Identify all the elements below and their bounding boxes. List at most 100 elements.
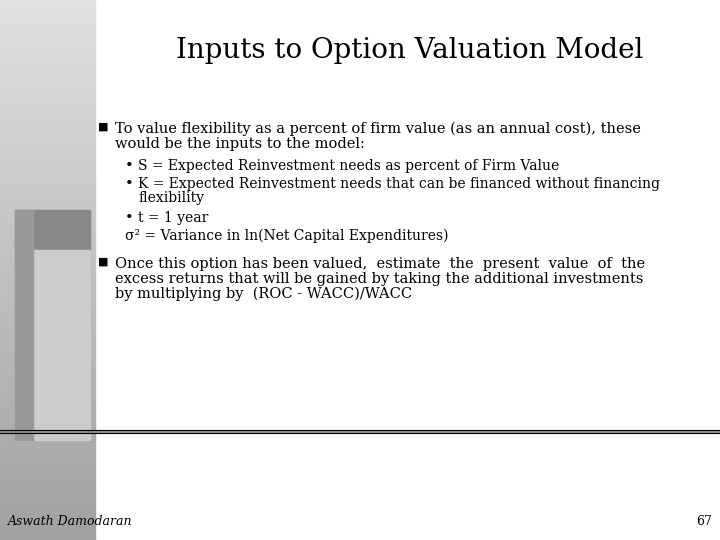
Bar (0, 529, 95, 530)
Bar (0, 75, 95, 76)
Bar (0, 203, 95, 204)
Bar (0, 397, 95, 398)
Bar (0, 390, 95, 391)
Bar (0, 169, 95, 170)
Bar (0, 304, 95, 305)
Bar (0, 63, 95, 64)
Bar (0, 275, 95, 276)
Bar (0, 206, 95, 207)
Bar (0, 133, 95, 134)
Bar (0, 117, 95, 118)
Bar (0, 370, 95, 371)
Bar (0, 195, 95, 196)
Bar (0, 12, 95, 13)
Bar (0, 482, 95, 483)
Bar (0, 438, 95, 439)
Bar (0, 212, 95, 213)
Bar (0, 421, 95, 422)
Bar (0, 406, 95, 407)
Bar (0, 219, 95, 220)
Bar (0, 433, 95, 434)
Bar (0, 194, 95, 195)
Bar (0, 119, 95, 120)
Bar (0, 446, 95, 447)
Bar (0, 497, 95, 498)
Bar (0, 40, 95, 41)
Bar (0, 104, 95, 105)
Bar (0, 360, 95, 361)
Bar (0, 142, 95, 143)
Bar (0, 522, 95, 523)
Bar (0, 60, 95, 61)
Bar (0, 341, 95, 342)
Bar (0, 464, 95, 465)
Bar (0, 385, 95, 386)
Bar (0, 24, 95, 25)
Bar (0, 408, 95, 409)
Bar (0, 13, 95, 14)
Bar (0, 301, 95, 302)
Bar (0, 157, 95, 158)
Bar (0, 289, 95, 290)
Bar (0, 391, 95, 392)
Bar (0, 331, 95, 332)
Bar (0, 314, 95, 315)
Bar (0, 20, 95, 21)
Bar (0, 489, 95, 490)
Bar (0, 226, 95, 227)
Bar (0, 510, 95, 511)
Bar (0, 388, 95, 389)
Bar (0, 265, 95, 266)
Bar (0, 174, 95, 175)
Bar (0, 407, 95, 408)
Text: σ² = Variance in ln(Net Capital Expenditures): σ² = Variance in ln(Net Capital Expendit… (125, 229, 449, 244)
Bar (0, 475, 95, 476)
Bar (0, 170, 95, 171)
Bar (0, 278, 95, 279)
Bar (0, 90, 95, 91)
Bar (0, 243, 95, 244)
Bar (0, 215, 95, 216)
Bar (0, 176, 95, 177)
Bar (0, 22, 95, 23)
Bar (0, 307, 95, 308)
Bar (0, 26, 95, 27)
Bar (0, 197, 95, 198)
Bar (0, 31, 95, 32)
Bar (0, 354, 95, 355)
Bar (0, 237, 95, 238)
Bar (0, 47, 95, 48)
Bar (0, 323, 95, 324)
Bar (0, 422, 95, 423)
Bar (0, 115, 95, 116)
Bar (0, 384, 95, 385)
Bar (0, 286, 95, 287)
Bar (0, 146, 95, 147)
Bar (0, 122, 95, 123)
Bar (0, 453, 95, 454)
Bar (0, 191, 95, 192)
Bar (0, 19, 95, 20)
Bar (0, 414, 95, 415)
Bar (0, 151, 95, 152)
Bar (15, 210, 90, 250)
Bar (0, 432, 95, 433)
Bar (0, 269, 95, 270)
Bar (0, 222, 95, 223)
Bar (0, 8, 95, 9)
Bar (0, 164, 95, 165)
Bar (0, 274, 95, 275)
Bar (0, 64, 95, 65)
Bar (0, 81, 95, 82)
Bar (0, 434, 95, 435)
Bar (0, 125, 95, 126)
Bar (0, 516, 95, 517)
Bar (0, 349, 95, 350)
Bar (0, 253, 95, 254)
Bar (0, 210, 95, 211)
Bar (0, 200, 95, 201)
Bar (0, 198, 95, 199)
Bar (0, 512, 95, 513)
Bar (0, 211, 95, 212)
Bar (0, 334, 95, 335)
